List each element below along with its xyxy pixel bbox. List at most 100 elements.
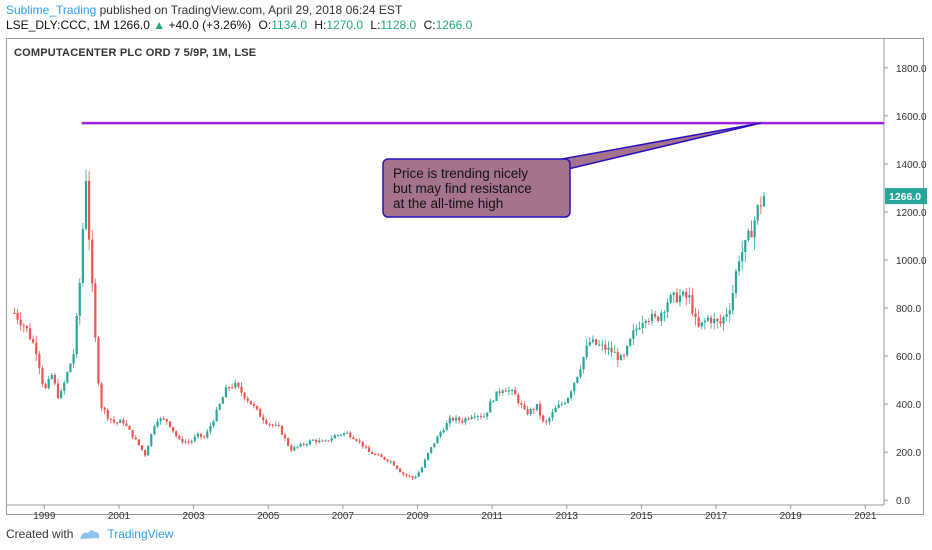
publish-info: Sublime_Trading published on TradingView… — [6, 3, 402, 17]
candle-body — [69, 363, 72, 373]
candle-body — [725, 313, 728, 317]
candle-body — [678, 295, 682, 303]
candle-body — [442, 430, 445, 433]
callout-box[interactable] — [382, 158, 571, 218]
candle-body — [346, 432, 349, 434]
candle-body — [604, 344, 607, 350]
candle-body — [330, 438, 333, 441]
chart-panel[interactable] — [6, 38, 924, 515]
candle-body — [78, 282, 81, 316]
candle-body — [632, 330, 635, 339]
candle-body — [287, 438, 290, 446]
ohlc-legend: LSE_DLY:CCC, 1M 1266.0 ▲ +40.0 (+3.26%) … — [6, 18, 472, 32]
candle-body — [629, 338, 632, 346]
candle-body — [333, 435, 336, 439]
callout-text: Price is trending nicely — [393, 166, 528, 181]
candle-body — [125, 423, 128, 426]
candle-body — [265, 420, 268, 424]
candle-body — [616, 352, 619, 361]
candle-body — [495, 391, 498, 401]
candle-body — [722, 316, 725, 324]
candle-body — [168, 421, 172, 428]
candle-body — [122, 419, 125, 424]
candle-body — [116, 422, 119, 424]
candle-body — [231, 387, 234, 389]
candle-body — [685, 291, 688, 298]
candle-body — [109, 418, 112, 420]
candle-body — [598, 344, 601, 346]
candle-body — [703, 320, 706, 323]
candle-body — [343, 433, 346, 435]
tradingview-brand[interactable]: TradingView — [107, 527, 174, 541]
x-tick-label: 2015 — [630, 511, 653, 522]
candle-body — [594, 339, 598, 345]
high-label: H: — [314, 18, 327, 32]
author-link[interactable]: Sublime_Trading — [6, 3, 97, 17]
candle-body — [371, 451, 374, 455]
candle-body — [473, 416, 476, 418]
candle-body — [181, 438, 184, 443]
candle-body — [175, 431, 178, 437]
y-tick-label: 600.0 — [896, 352, 921, 363]
created-with-label: Created with — [6, 527, 74, 541]
candle-body — [420, 467, 423, 473]
candle-body — [187, 441, 190, 443]
x-tick-label: 2017 — [705, 511, 728, 522]
candle-body — [156, 421, 159, 427]
candle-body — [199, 433, 203, 437]
candle-body — [212, 421, 215, 426]
candle-body — [682, 291, 685, 296]
last-price-tag-label: 1266.0 — [889, 191, 921, 203]
candle-body — [560, 403, 563, 405]
candle-body — [227, 387, 231, 389]
candle-body — [53, 374, 56, 384]
candle-body — [734, 271, 738, 294]
chart-title: COMPUTACENTER PLC ORD 7 5/9P, 1M, LSE — [14, 47, 257, 59]
candle-body — [305, 444, 308, 446]
candle-body — [193, 436, 196, 442]
candle-body — [430, 447, 433, 453]
candle-body — [635, 328, 638, 331]
candle-body — [728, 310, 731, 314]
candle-body — [557, 404, 560, 408]
candle-body — [280, 425, 284, 435]
candle-body — [716, 319, 719, 322]
candle-body — [97, 337, 100, 384]
candle-body — [657, 316, 660, 321]
last-price-tag — [885, 188, 927, 205]
candle-body — [16, 312, 19, 320]
candle-body — [147, 445, 150, 456]
candle-body — [88, 181, 91, 240]
candle-body — [688, 295, 691, 298]
candle-body — [626, 345, 629, 356]
candle-body — [551, 412, 554, 418]
candle-body — [209, 425, 212, 432]
candle-body — [311, 439, 315, 441]
candle-body — [184, 441, 187, 443]
candle-body — [532, 408, 535, 410]
x-tick-label: 2013 — [556, 511, 579, 522]
x-tick-label: 2005 — [257, 511, 280, 522]
open-label: O: — [258, 18, 272, 32]
candle-body — [243, 392, 246, 399]
candle-body — [666, 302, 669, 312]
price-change: +40.0 (+3.26%) — [168, 18, 252, 32]
candle-body — [153, 426, 156, 435]
candle-body — [103, 407, 106, 410]
candle-body — [467, 418, 470, 420]
published-text: published on TradingView.com, April 29, … — [99, 3, 403, 17]
candle-body — [271, 424, 274, 426]
candle-body — [137, 439, 140, 446]
x-tick-label: 2001 — [108, 511, 131, 522]
candle-body — [663, 311, 666, 313]
high-value: 1270.0 — [326, 18, 364, 32]
candle-body — [644, 321, 647, 323]
candle-body — [178, 436, 181, 439]
candle-body — [709, 317, 713, 324]
candle-body — [535, 403, 539, 410]
candle-body — [591, 339, 594, 342]
callout-pointer — [560, 122, 762, 170]
y-tick-label: 200.0 — [896, 448, 921, 459]
candle-body — [321, 440, 324, 442]
